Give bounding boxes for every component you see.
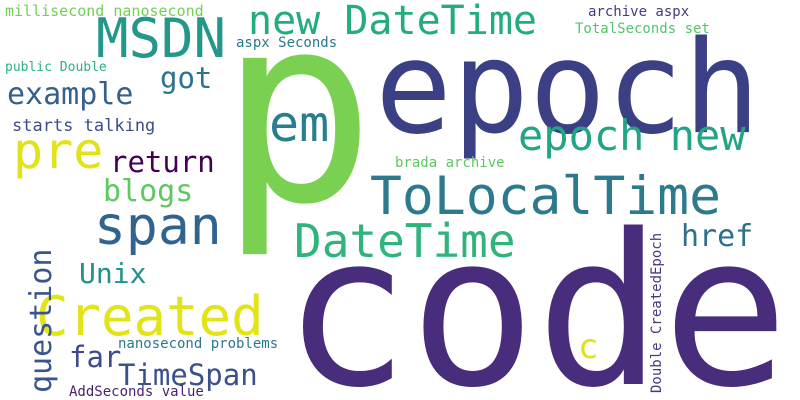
word-far: far [69,340,121,374]
word-created: Created [36,285,264,348]
word-epoch-new: epoch new [518,111,746,160]
word-example: example [7,77,133,112]
word-unix: Unix [79,257,146,290]
word-got: got [160,61,212,95]
word-msdn: MSDN [96,7,226,70]
word-return: return [110,145,215,179]
word-double-createdepoch: Double CreatedEpoch [649,233,665,393]
word-aspx-seconds: aspx Seconds [236,35,337,51]
word-new-datetime: new DateTime [248,0,537,44]
word-em: em [269,95,329,153]
word-question: question [24,249,59,394]
word-href: href [681,219,753,254]
word-nanosecond-problems: nanosecond problems [118,336,278,352]
word-public-double: public Double [5,60,107,75]
word-p: p [219,0,376,262]
word-epoch: epoch [375,14,760,163]
word-archive-aspx: archive aspx [588,4,689,20]
word-timespan: TimeSpan [118,358,258,392]
word-code: code [283,189,789,400]
word-brada-archive: brada archive [395,155,505,171]
word-blogs: blogs [103,174,193,209]
word-pre: pre [13,122,103,180]
word-datetime: DateTime [294,214,516,268]
word-tolocaltime: ToLocalTime [370,166,721,227]
word-c: c [578,327,598,367]
word-millisecond-nanosecond: millisecond nanosecond [5,2,204,20]
word-totalseconds-set: TotalSeconds set [575,21,710,37]
word-addseconds-value: AddSeconds value [69,384,204,400]
word-span: span [94,196,222,257]
word-starts-talking: starts talking [12,116,155,136]
